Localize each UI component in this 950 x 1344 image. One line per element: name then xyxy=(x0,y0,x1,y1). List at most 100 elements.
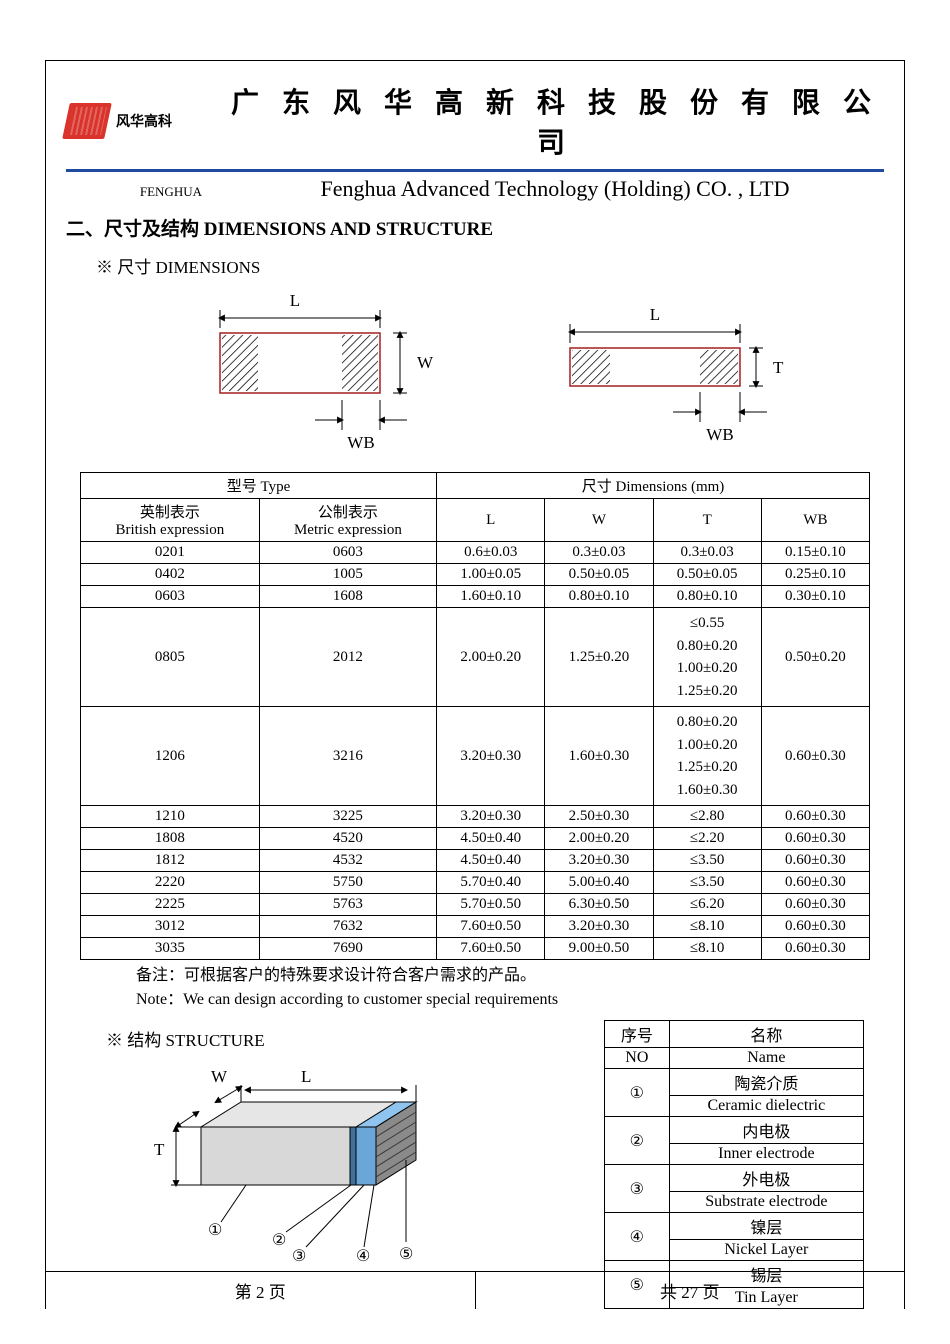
cell-W: 5.00±0.40 xyxy=(545,872,653,894)
cell-british: 3035 xyxy=(81,938,260,960)
cell-metric: 0603 xyxy=(259,542,436,564)
cell-WB: 0.30±0.10 xyxy=(761,586,869,608)
cell-L: 7.60±0.50 xyxy=(437,938,545,960)
dimensions-table: 型号 Type 尺寸 Dimensions (mm) 英制表示British e… xyxy=(80,472,870,960)
cell-no: ③ xyxy=(605,1165,670,1213)
notes: 备注：可根据客户的特殊要求设计符合客户需求的产品。 Note：We can de… xyxy=(46,960,904,1020)
footer-page: 第 2 页 xyxy=(46,1272,476,1309)
cell-name-en: Substrate electrode xyxy=(669,1192,863,1213)
cell-L: 2.00±0.20 xyxy=(437,608,545,707)
cell-W: 9.00±0.50 xyxy=(545,938,653,960)
th-metric: 公制表示Metric expression xyxy=(259,499,436,542)
th-L: L xyxy=(437,499,545,542)
cell-L: 1.00±0.05 xyxy=(437,564,545,586)
cell-T: ≤0.550.80±0.201.00±0.201.25±0.20 xyxy=(653,608,761,707)
cell-T: 0.80±0.10 xyxy=(653,586,761,608)
structure-diagram-icon: W L T ① ② xyxy=(106,1057,466,1277)
cell-W: 3.20±0.30 xyxy=(545,916,653,938)
svg-text:③: ③ xyxy=(292,1248,306,1265)
cell-WB: 0.60±0.30 xyxy=(761,806,869,828)
svg-text:WB: WB xyxy=(347,433,374,452)
cell-W: 2.00±0.20 xyxy=(545,828,653,850)
dimension-top-view-icon: L W WB xyxy=(145,288,435,458)
cell-metric: 5763 xyxy=(259,894,436,916)
cell-metric: 1005 xyxy=(259,564,436,586)
cell-british: 1812 xyxy=(81,850,260,872)
cell-W: 1.60±0.30 xyxy=(545,707,653,806)
cell-L: 4.50±0.40 xyxy=(437,828,545,850)
th-no-en: NO xyxy=(605,1048,670,1069)
dimensions-subtitle: ※ 尺寸 DIMENSIONS xyxy=(46,247,904,284)
svg-text:T: T xyxy=(154,1140,165,1159)
cell-british: 2225 xyxy=(81,894,260,916)
cell-WB: 0.60±0.30 xyxy=(761,707,869,806)
cell-T: ≤8.10 xyxy=(653,916,761,938)
cell-name-cn: 外电极 xyxy=(669,1165,863,1192)
dimension-side-view-icon: L T WB xyxy=(515,288,805,458)
cell-name-cn: 镍层 xyxy=(669,1213,863,1240)
cell-L: 5.70±0.40 xyxy=(437,872,545,894)
cell-WB: 0.25±0.10 xyxy=(761,564,869,586)
th-W: W xyxy=(545,499,653,542)
cell-WB: 0.15±0.10 xyxy=(761,542,869,564)
cell-T: ≤3.50 xyxy=(653,850,761,872)
cell-british: 0402 xyxy=(81,564,260,586)
cell-WB: 0.60±0.30 xyxy=(761,938,869,960)
svg-text:W: W xyxy=(417,353,434,372)
cell-WB: 0.60±0.30 xyxy=(761,850,869,872)
note-en: Note：We can design according to customer… xyxy=(136,988,904,1012)
cell-name-cn: 内电极 xyxy=(669,1117,863,1144)
cell-L: 3.20±0.30 xyxy=(437,806,545,828)
footer-total: 共 27 页 xyxy=(476,1272,905,1309)
company-title-en: Fenghua Advanced Technology (Holding) CO… xyxy=(226,176,884,202)
cell-W: 6.30±0.50 xyxy=(545,894,653,916)
section-title: 二、尺寸及结构 DIMENSIONS AND STRUCTURE xyxy=(46,208,904,247)
cell-W: 0.3±0.03 xyxy=(545,542,653,564)
cell-W: 0.80±0.10 xyxy=(545,586,653,608)
cell-metric: 3225 xyxy=(259,806,436,828)
cell-metric: 7690 xyxy=(259,938,436,960)
cell-T: ≤2.80 xyxy=(653,806,761,828)
cell-T: 0.3±0.03 xyxy=(653,542,761,564)
cell-no: ① xyxy=(605,1069,670,1117)
cell-L: 7.60±0.50 xyxy=(437,916,545,938)
cell-T: 0.80±0.201.00±0.201.25±0.201.60±0.30 xyxy=(653,707,761,806)
cell-WB: 0.60±0.30 xyxy=(761,894,869,916)
cell-W: 2.50±0.30 xyxy=(545,806,653,828)
header: 风华高科 广 东 风 华 高 新 科 技 股 份 有 限 公 司 xyxy=(46,61,904,167)
svg-text:①: ① xyxy=(208,1222,222,1239)
svg-text:L: L xyxy=(290,291,300,310)
th-no-cn: 序号 xyxy=(605,1021,670,1048)
company-title-cn: 广 东 风 华 高 新 科 技 股 份 有 限 公 司 xyxy=(226,81,884,161)
cell-T: ≤8.10 xyxy=(653,938,761,960)
cell-no: ② xyxy=(605,1117,670,1165)
svg-text:④: ④ xyxy=(356,1248,370,1265)
svg-text:W: W xyxy=(211,1067,228,1086)
logo-block: 风华高科 xyxy=(66,103,226,139)
cell-metric: 5750 xyxy=(259,872,436,894)
svg-text:WB: WB xyxy=(706,425,733,444)
cell-L: 1.60±0.10 xyxy=(437,586,545,608)
svg-text:⑤: ⑤ xyxy=(399,1246,413,1263)
svg-text:L: L xyxy=(650,305,660,324)
th-british: 英制表示British expression xyxy=(81,499,260,542)
cell-W: 1.25±0.20 xyxy=(545,608,653,707)
cell-metric: 4520 xyxy=(259,828,436,850)
th-name-cn: 名称 xyxy=(669,1021,863,1048)
cell-name-en: Nickel Layer xyxy=(669,1240,863,1261)
cell-T: ≤2.20 xyxy=(653,828,761,850)
th-WB: WB xyxy=(761,499,869,542)
cell-WB: 0.60±0.30 xyxy=(761,872,869,894)
svg-text:T: T xyxy=(773,358,784,377)
svg-text:②: ② xyxy=(272,1232,286,1249)
cell-L: 4.50±0.40 xyxy=(437,850,545,872)
cell-T: 0.50±0.05 xyxy=(653,564,761,586)
structure-table: 序号 名称 NO Name ①陶瓷介质Ceramic dielectric②内电… xyxy=(604,1020,864,1309)
cell-metric: 4532 xyxy=(259,850,436,872)
th-dims: 尺寸 Dimensions (mm) xyxy=(437,473,870,499)
cell-british: 0805 xyxy=(81,608,260,707)
cell-british: 1206 xyxy=(81,707,260,806)
page-frame: 风华高科 广 东 风 华 高 新 科 技 股 份 有 限 公 司 FENGHUA… xyxy=(45,60,905,1309)
cell-WB: 0.60±0.30 xyxy=(761,828,869,850)
sub-header: FENGHUA Fenghua Advanced Technology (Hol… xyxy=(46,176,904,208)
